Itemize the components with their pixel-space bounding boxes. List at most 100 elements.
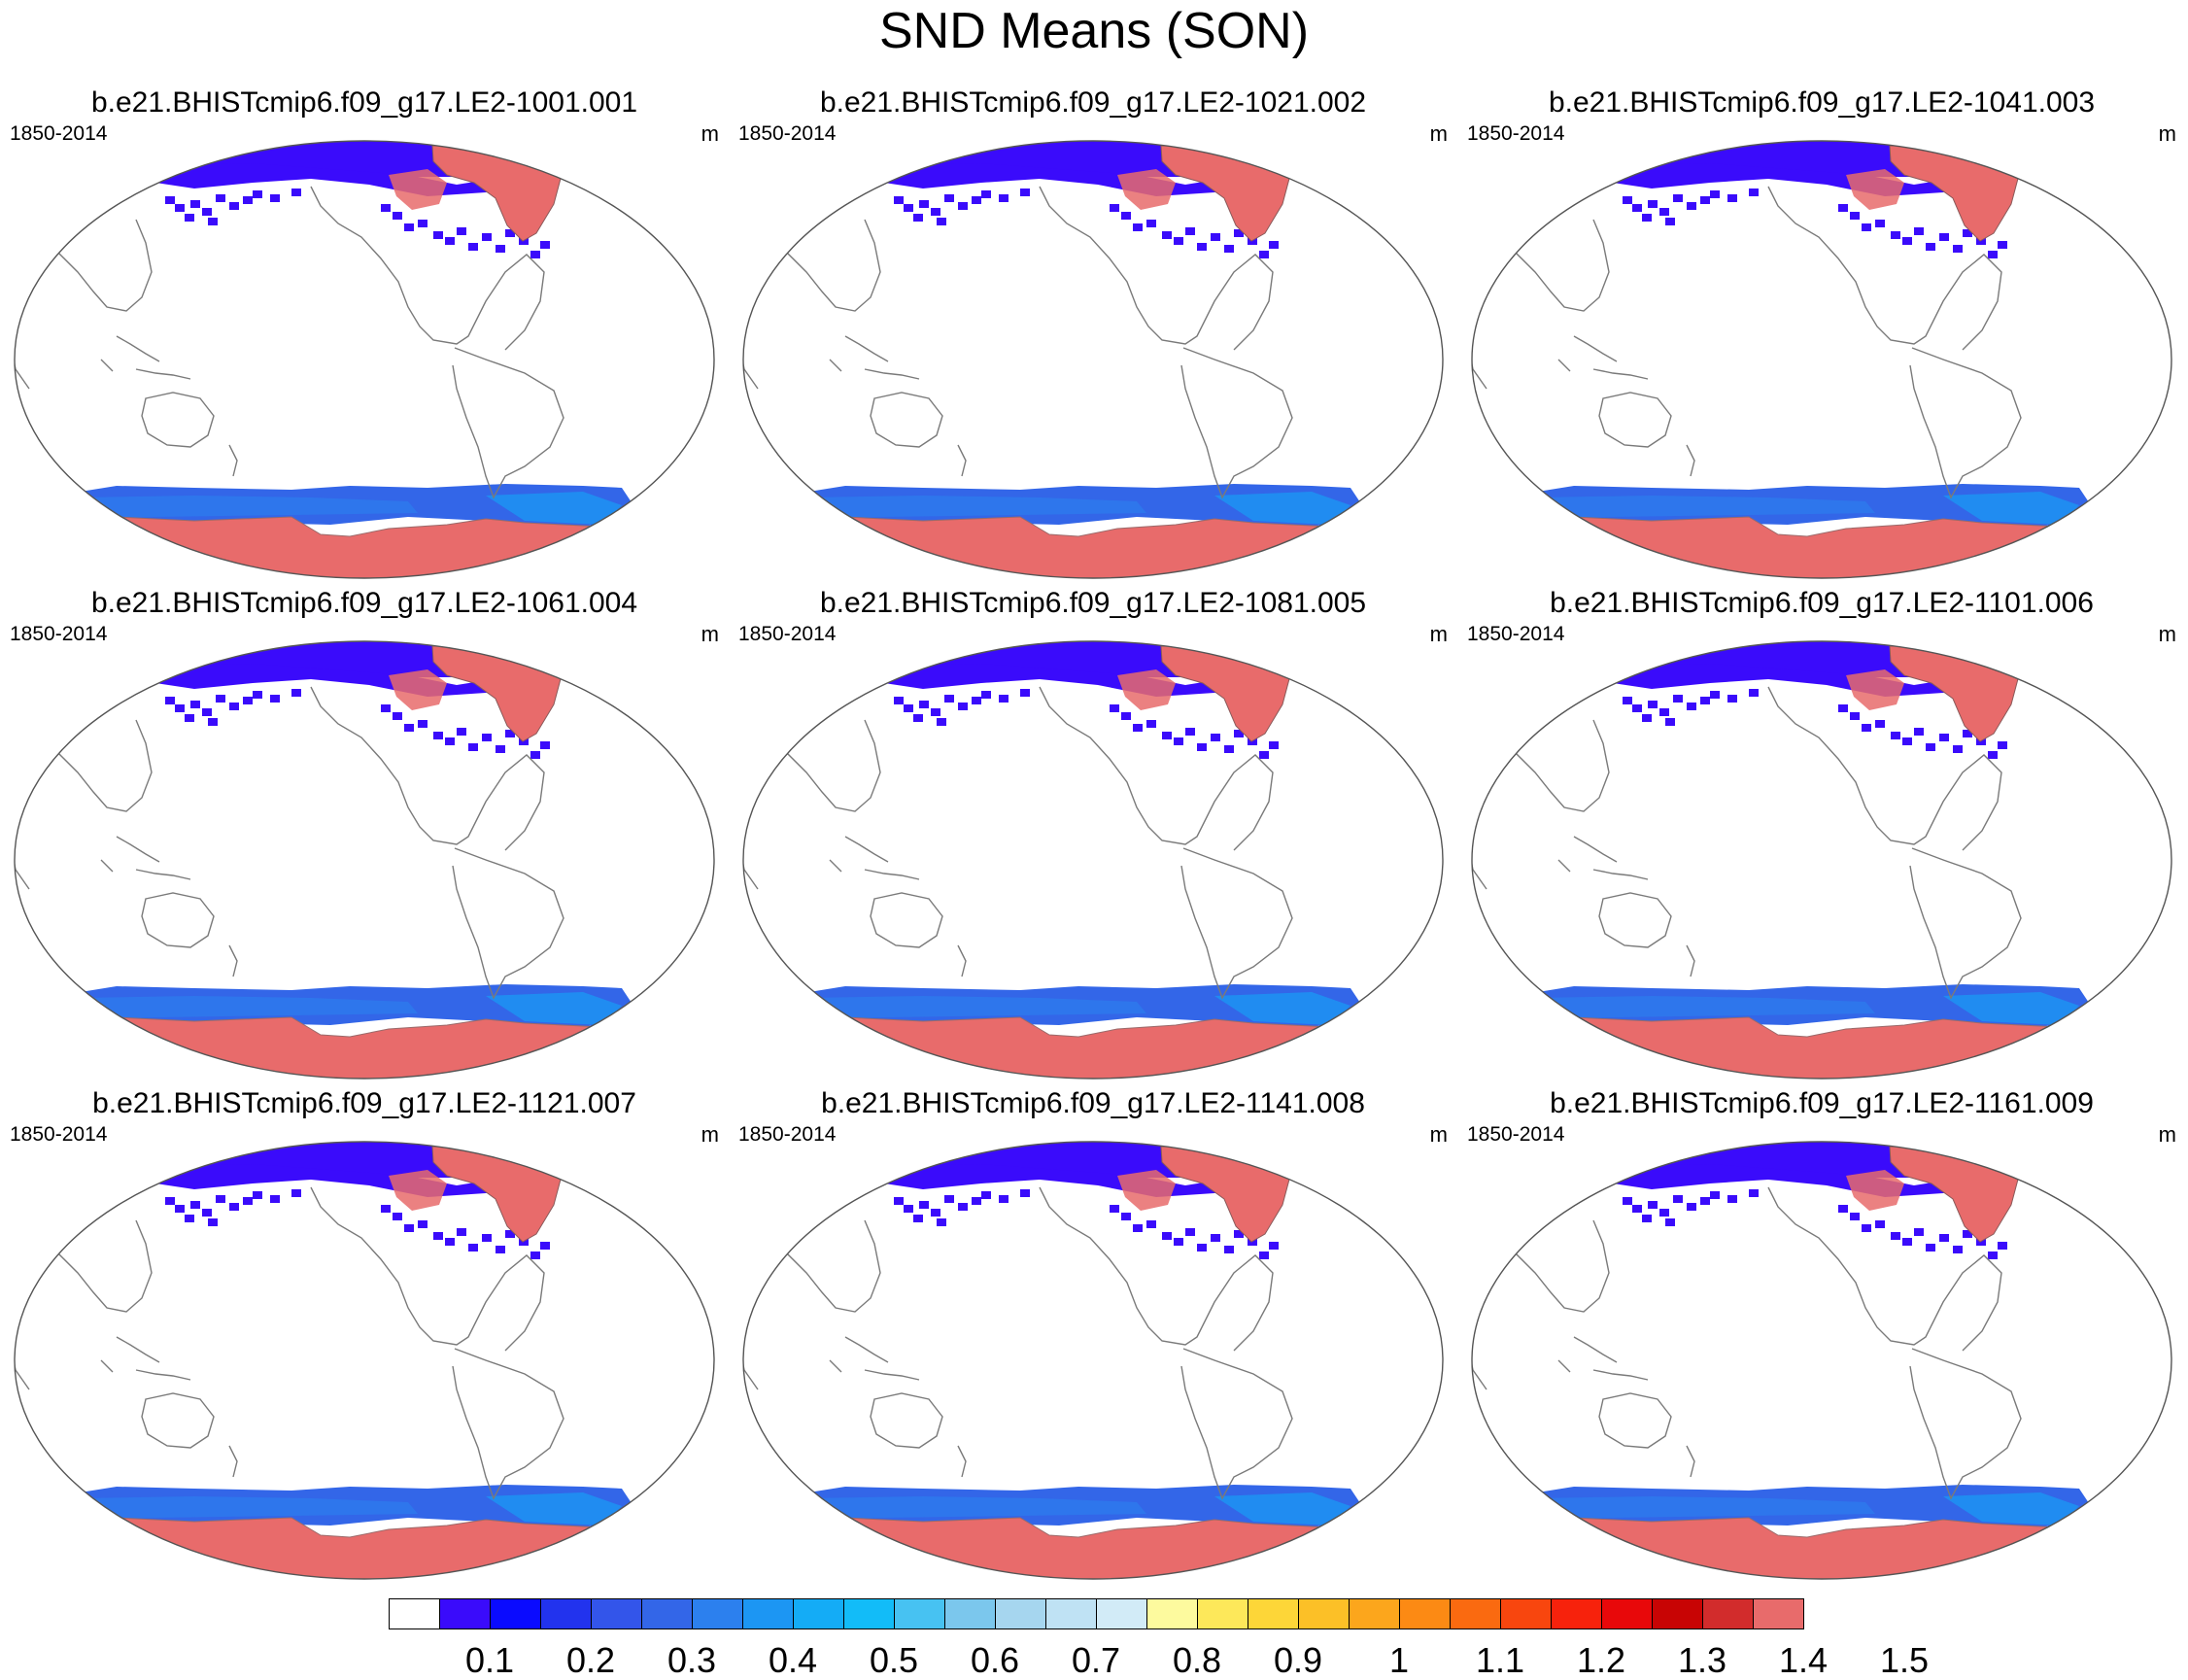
snow-pixel [1963,730,1972,737]
snow-pixel [1162,1232,1172,1240]
north-america-coast [1767,186,2002,351]
colorbar-box [1652,1598,1703,1629]
snow-pixel [165,196,175,204]
australia-coast [141,392,215,448]
world-map [14,1141,715,1580]
snow-pixel [904,1205,913,1213]
snow-pixel [202,1209,212,1217]
new-zealand-coast [1686,444,1695,477]
snow-pixel [1269,241,1279,249]
snow-pixel [1891,1232,1900,1240]
snow-pixel [1648,200,1658,208]
colorbar-tick-label: 1.2 [1576,1640,1626,1680]
colorbar-box [692,1598,743,1629]
map-panel: b.e21.BHISTcmip6.f09_g17.LE2-1161.009 18… [1457,1086,2186,1582]
africa-edge [1472,300,1487,390]
snow-pixel [433,732,443,739]
colorbar-box [490,1598,541,1629]
map-frame [1471,640,2172,1080]
panel-title: b.e21.BHISTcmip6.f09_g17.LE2-1081.005 [819,587,1367,619]
world-map [1471,640,2172,1080]
snow-pixel [482,1234,492,1242]
africa-edge [15,1301,30,1390]
australia-coast [870,1392,943,1449]
snow-pixel [904,704,913,712]
colorbar-box [591,1598,642,1629]
snow-pixel [165,697,175,704]
snow-pixel [972,697,981,704]
snow-pixel [1700,196,1710,204]
snow-pixel [445,1238,455,1246]
panel-title: b.e21.BHISTcmip6.f09_g17.LE2-1061.004 [90,587,638,619]
map-panel: b.e21.BHISTcmip6.f09_g17.LE2-1001.001 18… [0,86,729,581]
map-content [1472,1142,2171,1579]
snow-pixel [190,200,200,208]
ellesmere-ice [1846,169,1904,210]
snow-pixel [1914,728,1924,736]
snow-pixel [1174,1238,1183,1246]
panel-years: 1850-2014 [1467,623,1565,645]
map-frame [1471,140,2172,579]
panel-years: 1850-2014 [738,122,837,145]
ellesmere-ice [1846,1170,1904,1211]
snow-pixel [530,1251,540,1259]
asia-coast [767,719,881,812]
snow-pixel [1121,212,1131,220]
snow-pixel [931,708,940,716]
antarctica-ice [18,1016,714,1079]
snow-pixel [1224,245,1234,253]
southeast-asia-islands [829,1336,920,1381]
map-content [743,641,1443,1079]
snow-pixel [1211,233,1220,241]
map-content [1472,641,2171,1079]
snow-pixel [931,208,940,216]
weddell-sea-snow [1214,1492,1350,1526]
snow-pixel [530,251,540,258]
north-america-coast [1767,1186,2002,1352]
snow-pixel [944,194,954,202]
ross-sea-snow [1535,1496,1875,1520]
snow-pixel [937,1218,946,1226]
colorbar-box [1601,1598,1653,1629]
snow-pixel [913,214,923,222]
colorbar-box [1702,1598,1754,1629]
snow-pixel [404,724,414,732]
asia-coast [38,719,153,812]
snow-pixel [1632,704,1642,712]
snow-pixel [445,737,455,745]
colorbar-box [540,1598,592,1629]
panel-years: 1850-2014 [738,623,837,645]
weddell-sea-snow [486,992,622,1025]
world-map [742,640,1444,1080]
snow-pixel [229,1203,239,1211]
colorbar-box [1045,1598,1097,1629]
snow-pixel [1665,218,1675,225]
snow-pixel [981,1191,991,1199]
snow-pixel [291,689,301,697]
snow-pixel [1963,229,1972,237]
snow-pixel [496,745,505,753]
colorbar [389,1598,1804,1631]
snow-pixel [1174,737,1183,745]
snow-pixel [433,231,443,239]
snow-pixel [1838,1205,1848,1213]
snow-pixel [1914,227,1924,235]
snow-pixel [1020,1189,1030,1197]
south-america-coast [1909,347,2022,499]
map-panel: b.e21.BHISTcmip6.f09_g17.LE2-1061.004 18… [0,586,729,1081]
snow-pixel [1110,204,1119,212]
north-america-coast [1767,686,2002,851]
snow-pixel [190,1201,200,1209]
snow-pixel [1687,703,1696,710]
colorbar-tick-label: 0.7 [1071,1640,1121,1680]
arctic-snow-edge [884,664,1273,697]
antarctica-ice [747,516,1443,578]
south-america-coast [452,1348,564,1500]
snow-pixel [958,1203,968,1211]
snow-pixel [270,1195,280,1203]
colorbar-tick-label: 1 [1388,1640,1410,1680]
snow-pixel [216,1195,225,1203]
africa-edge [743,801,759,890]
snow-pixel [1862,724,1871,732]
weddell-sea-snow [1943,492,2079,525]
